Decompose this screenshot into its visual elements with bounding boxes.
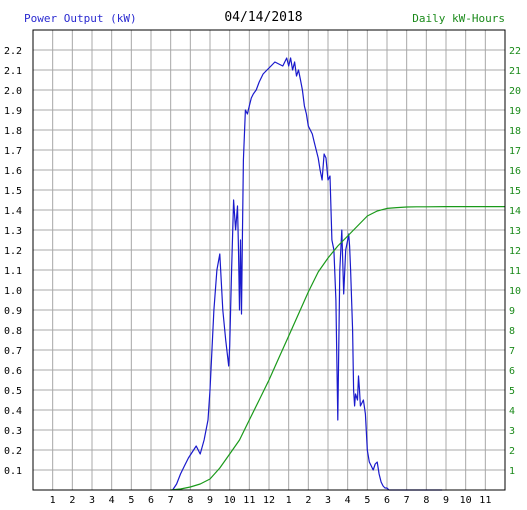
series-line-power-output <box>172 57 443 491</box>
y-left-tick-label: 1.9 <box>4 106 22 117</box>
tick-labels: 1 2 3 4 5 6 7 8 9 10 11 12 1 2 3 4 5 6 7 8 9 10 110.10.20.30.4… <box>4 46 521 506</box>
right-axis-title: Daily kW-Hours <box>412 12 505 25</box>
x-tick-label: 11 <box>243 495 255 506</box>
x-tick-label: 5 <box>128 495 134 506</box>
y-right-tick-label: 22 <box>509 46 521 57</box>
y-left-tick-label: 0.4 <box>4 406 22 417</box>
y-right-tick-label: 6 <box>509 366 515 377</box>
y-left-tick-label: 1.6 <box>4 166 22 177</box>
y-left-tick-label: 1.0 <box>4 286 22 297</box>
x-tick-label: 6 <box>148 495 154 506</box>
x-tick-label: 4 <box>345 495 351 506</box>
y-left-tick-label: 2.0 <box>4 86 22 97</box>
x-tick-label: 5 <box>364 495 370 506</box>
x-tick-label: 6 <box>384 495 390 506</box>
left-axis-title: Power Output (kW) <box>24 12 137 25</box>
x-tick-label: 4 <box>109 495 115 506</box>
y-left-tick-label: 0.3 <box>4 426 22 437</box>
plot-border <box>32 29 506 491</box>
x-tick-label: 8 <box>423 495 429 506</box>
y-right-tick-label: 18 <box>509 126 521 137</box>
y-left-tick-label: 0.7 <box>4 346 22 357</box>
x-tick-label: 3 <box>325 495 331 506</box>
grid <box>33 30 505 490</box>
y-left-tick-label: 0.1 <box>4 466 22 477</box>
x-tick-label: 1 <box>50 495 56 506</box>
y-right-tick-label: 3 <box>509 426 515 437</box>
y-left-tick-label: 1.8 <box>4 126 22 137</box>
y-right-tick-label: 2 <box>509 446 515 457</box>
x-tick-label: 11 <box>479 495 491 506</box>
y-left-tick-label: 1.5 <box>4 186 22 197</box>
y-left-tick-label: 2.1 <box>4 66 22 77</box>
x-tick-label: 7 <box>404 495 410 506</box>
y-right-tick-label: 10 <box>509 286 521 297</box>
y-right-tick-label: 15 <box>509 186 521 197</box>
y-right-tick-label: 4 <box>509 406 515 417</box>
y-left-tick-label: 0.8 <box>4 326 22 337</box>
series <box>170 57 505 491</box>
x-tick-label: 2 <box>69 495 75 506</box>
series-line-daily-kwh <box>170 206 505 491</box>
x-tick-label: 2 <box>305 495 311 506</box>
y-right-tick-label: 11 <box>509 266 521 277</box>
x-tick-label: 8 <box>187 495 193 506</box>
y-right-tick-label: 16 <box>509 166 521 177</box>
y-left-tick-label: 0.5 <box>4 386 22 397</box>
x-tick-label: 9 <box>207 495 213 506</box>
y-left-tick-label: 0.2 <box>4 446 22 457</box>
x-tick-label: 1 <box>286 495 292 506</box>
y-right-tick-label: 20 <box>509 86 521 97</box>
y-right-tick-label: 13 <box>509 226 521 237</box>
y-left-tick-label: 1.4 <box>4 206 22 217</box>
chart-date: 04/14/2018 <box>224 10 303 25</box>
x-tick-label: 10 <box>460 495 472 506</box>
x-tick-label: 9 <box>443 495 449 506</box>
x-tick-label: 10 <box>224 495 236 506</box>
y-left-tick-label: 2.2 <box>4 46 22 57</box>
y-right-tick-label: 17 <box>509 146 521 157</box>
x-tick-label: 7 <box>168 495 174 506</box>
y-left-tick-label: 1.1 <box>4 266 22 277</box>
y-right-tick-label: 12 <box>509 246 521 257</box>
y-right-tick-label: 14 <box>509 206 521 217</box>
x-tick-label: 3 <box>89 495 95 506</box>
y-left-tick-label: 0.9 <box>4 306 22 317</box>
y-left-tick-label: 0.6 <box>4 366 22 377</box>
y-left-tick-label: 1.3 <box>4 226 22 237</box>
y-right-tick-label: 19 <box>509 106 521 117</box>
x-tick-label: 12 <box>263 495 275 506</box>
y-right-tick-label: 1 <box>509 466 515 477</box>
y-right-tick-label: 7 <box>509 346 515 357</box>
y-right-tick-label: 5 <box>509 386 515 397</box>
y-left-tick-label: 1.2 <box>4 246 22 257</box>
y-right-tick-label: 8 <box>509 326 515 337</box>
y-right-tick-label: 21 <box>509 66 521 77</box>
y-left-tick-label: 1.7 <box>4 146 22 157</box>
y-right-tick-label: 9 <box>509 306 515 317</box>
